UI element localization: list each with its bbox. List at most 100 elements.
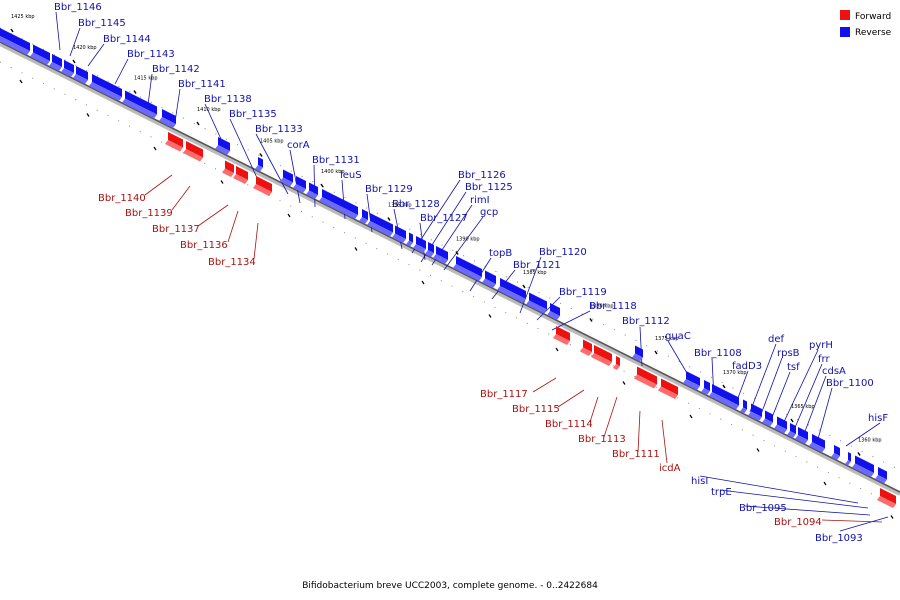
reverse-gene-12 — [293, 176, 306, 193]
reverse-gene-33 — [762, 410, 773, 427]
reverse-gene-3-bevel — [49, 62, 62, 71]
reverse-gene-34-bevel — [774, 424, 787, 434]
gene-label-bbr-1117: Bbr_1117 — [480, 389, 528, 400]
reverse-gene-34 — [774, 416, 787, 434]
reverse-gene-37 — [809, 434, 825, 453]
forward-gene-2-body — [186, 141, 203, 158]
reverse-gene-8 — [159, 109, 176, 128]
gene-label-bbr-1111: Bbr_1111 — [612, 449, 660, 460]
reverse-gene-22-bevel — [453, 264, 482, 281]
forward-gene-9 — [613, 356, 620, 370]
gene-label-bbr-1118: Bbr_1118 — [589, 301, 637, 312]
genome-backbone — [0, 41, 900, 493]
reverse-gene-20 — [425, 242, 434, 257]
reverse-gene-31-bevel — [740, 407, 747, 414]
reverse-gene-13-bevel — [306, 190, 318, 199]
reverse-gene-26-bevel — [547, 311, 560, 320]
forward-leader-5 — [253, 222, 259, 260]
reverse-gene-7-body — [125, 90, 157, 115]
gene-label-bbr-1115: Bbr_1115 — [512, 404, 560, 415]
reverse-gene-27-bevel — [632, 353, 643, 362]
reverse-gene-29-body — [704, 380, 710, 391]
gene-label-bbr-1113: Bbr_1113 — [578, 434, 626, 445]
gene-label-bbr-1141: Bbr_1141 — [178, 79, 226, 90]
tick-label-6: 1400 kbp — [321, 169, 345, 175]
tick-label-8: 1390 kbp — [456, 237, 480, 243]
reverse-leader-29 — [749, 343, 777, 413]
minor-tick — [555, 347, 559, 352]
tick-mark-14 — [857, 452, 861, 456]
tick-label-3: 1415 kbp — [134, 76, 158, 82]
tick-mark-5 — [259, 153, 263, 157]
reverse-gene-16-body — [370, 213, 393, 233]
reverse-gene-35-body — [790, 423, 796, 434]
reverse-leader-22 — [519, 256, 542, 314]
reverse-gene-17-bevel — [392, 233, 406, 243]
gene-label-bbr-1114: Bbr_1114 — [545, 419, 593, 430]
reverse-gene-11 — [280, 169, 293, 187]
guide-line-bottom — [0, 61, 900, 509]
reverse-gene-30-bevel — [709, 392, 739, 410]
reverse-leader-32 — [781, 349, 819, 427]
forward-gene-9-body — [616, 356, 620, 366]
forward-gene-12-bevel — [877, 496, 896, 508]
tick-label-1: 1425 kbp — [11, 14, 35, 20]
reverse-gene-21-bevel — [433, 254, 448, 264]
reverse-gene-30 — [709, 384, 739, 410]
reverse-gene-1 — [0, 28, 30, 55]
reverse-gene-15-body — [362, 209, 368, 220]
reverse-gene-21-body — [436, 246, 448, 260]
reverse-gene-6-body — [92, 74, 122, 97]
forward-leader-3 — [197, 204, 229, 227]
reverse-gene-38-bevel — [831, 453, 840, 460]
reverse-gene-14-bevel — [319, 197, 358, 219]
reverse-gene-22 — [453, 256, 482, 281]
reverse-gene-36 — [795, 427, 808, 444]
forward-gene-10-body — [637, 366, 657, 385]
gene-label-bbr-1094: Bbr_1094 — [774, 517, 822, 528]
tick-mark-7 — [387, 217, 391, 221]
gene-label-icda: icdA — [659, 463, 681, 474]
legend-label-forward: Forward — [855, 12, 891, 22]
forward-leader-7 — [557, 389, 585, 408]
reverse-gene-29-bevel — [701, 388, 710, 395]
forward-leader-11 — [661, 419, 668, 464]
reverse-leader-9 — [255, 133, 289, 195]
reverse-gene-32-bevel — [748, 411, 762, 421]
reverse-gene-14-body — [322, 189, 358, 215]
reverse-gene-7 — [122, 90, 157, 119]
gene-label-bbr-1135: Bbr_1135 — [229, 109, 277, 120]
forward-gene-1 — [165, 132, 183, 152]
reverse-gene-2-body — [33, 44, 50, 61]
minor-tick — [689, 414, 693, 419]
gene-label-bbr-1120: Bbr_1120 — [539, 247, 587, 258]
gene-label-bbr-1140: Bbr_1140 — [98, 193, 146, 204]
reverse-leader-33 — [793, 363, 823, 431]
forward-gene-5 — [253, 176, 272, 196]
gene-label-cora: corA — [287, 140, 310, 151]
tick-mark-9 — [522, 284, 526, 289]
gene-label-pyrh: pyrH — [809, 340, 833, 351]
reverse-gene-41-bevel — [875, 475, 887, 484]
minor-tick — [421, 280, 425, 285]
reverse-leader-39 — [744, 505, 871, 516]
forward-gene-2-bevel — [183, 149, 203, 162]
reverse-gene-19 — [413, 236, 426, 253]
gene-label-tsf: tsf — [787, 362, 800, 373]
forward-leader-10 — [637, 410, 641, 453]
forward-gene-8-bevel — [591, 353, 612, 366]
forward-gene-6 — [553, 326, 570, 345]
legend-swatch-reverse — [840, 27, 850, 37]
minor-tick — [19, 79, 23, 84]
gene-label-bbr-1143: Bbr_1143 — [127, 49, 175, 60]
forward-gene-7-body — [583, 339, 592, 352]
legend-label-reverse: Reverse — [855, 28, 892, 38]
reverse-gene-17 — [392, 225, 406, 243]
reverse-leader-1 — [55, 11, 61, 51]
minor-tick — [756, 448, 760, 452]
reverse-leader-31 — [770, 371, 791, 421]
gene-label-fadd3: fadD3 — [732, 361, 762, 372]
forward-gene-1-body — [168, 132, 183, 148]
reverse-gene-39-body — [848, 452, 851, 462]
forward-gene-10 — [634, 366, 657, 389]
